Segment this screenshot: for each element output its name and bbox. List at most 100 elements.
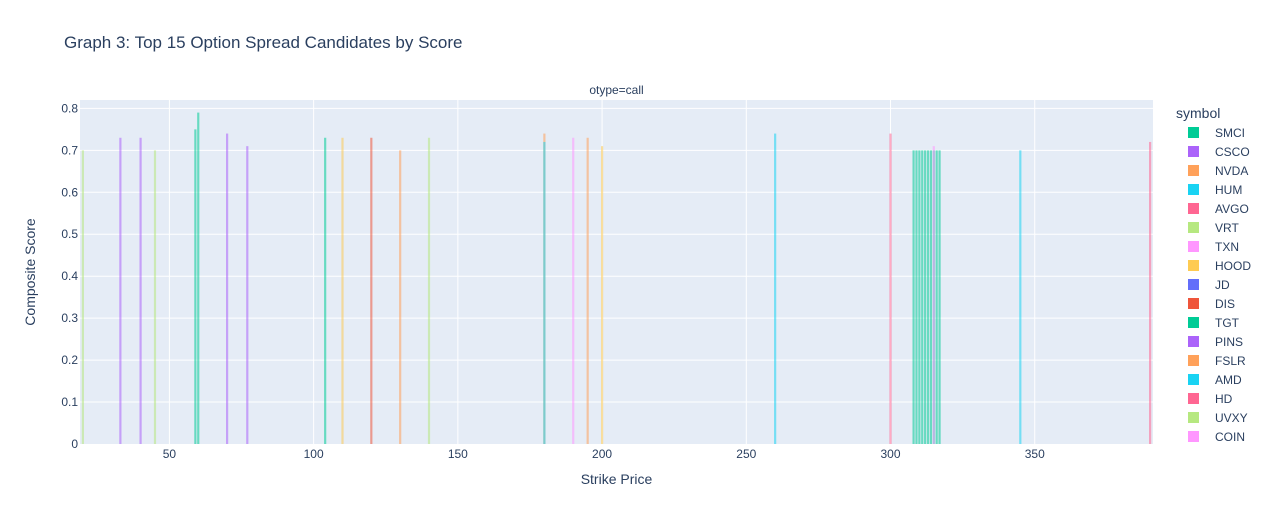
legend-label: FSLR [1215, 353, 1246, 368]
legend-swatch [1188, 298, 1199, 309]
legend-swatch [1188, 412, 1199, 423]
bar-hum[interactable] [774, 133, 777, 444]
bar-txn[interactable] [572, 137, 575, 444]
legend-swatch [1188, 127, 1199, 138]
bar-avgo[interactable] [889, 133, 892, 444]
x-tick-label: 350 [1025, 447, 1045, 461]
legend-item-amd[interactable]: AMD [1188, 370, 1242, 389]
legend-swatch [1188, 165, 1199, 176]
bar-smci[interactable] [938, 150, 941, 444]
bar-hum[interactable] [543, 141, 546, 444]
y-tick-label: 0.2 [61, 353, 78, 367]
legend-item-csco[interactable]: CSCO [1188, 142, 1250, 161]
chart-title: Graph 3: Top 15 Option Spread Candidates… [64, 33, 463, 52]
legend-label: CSCO [1215, 144, 1250, 159]
legend-swatch [1188, 279, 1199, 290]
legend-item-hd[interactable]: HD [1188, 389, 1232, 408]
legend-item-smci[interactable]: SMCI [1188, 123, 1245, 142]
legend-swatch [1188, 184, 1199, 195]
legend-swatch [1188, 241, 1199, 252]
bar-uvxy[interactable] [81, 150, 84, 444]
legend-label: NVDA [1215, 163, 1249, 178]
bar-smci[interactable] [924, 150, 927, 444]
y-tick-label: 0.5 [61, 227, 78, 241]
y-axis-title: Composite Score [22, 218, 38, 326]
bar-nvda[interactable] [586, 137, 589, 444]
x-tick-label: 300 [881, 447, 901, 461]
bar-hood[interactable] [600, 146, 604, 444]
bar-txn[interactable] [932, 146, 935, 444]
legend-label: TXN [1215, 239, 1239, 254]
tick-layer: 0 0.1 0.2 0.3 0.4 0.5 0.6 0.7 0.8 50 100 150 200 250 3… [61, 101, 1045, 461]
bar-csco[interactable] [139, 137, 142, 444]
legend-label: VRT [1215, 220, 1239, 235]
legend-swatch [1188, 336, 1199, 347]
bar-layer [81, 112, 1152, 445]
facet-label: otype=call [589, 83, 643, 97]
y-tick-label: 0.4 [61, 269, 78, 283]
legend-swatch [1188, 146, 1199, 157]
bar-smci[interactable] [915, 150, 918, 444]
legend-swatch [1188, 431, 1199, 442]
legend-label: UVXY [1215, 410, 1248, 425]
legend-item-vrt[interactable]: VRT [1188, 218, 1239, 237]
y-tick-label: 0.8 [61, 101, 78, 115]
legend-label: DIS [1215, 296, 1236, 311]
y-tick-label: 0.3 [61, 311, 78, 325]
legend-item-coin[interactable]: COIN [1188, 427, 1245, 446]
legend-item-jd[interactable]: JD [1188, 275, 1230, 294]
y-tick-label: 0.1 [61, 395, 78, 409]
bar-smci[interactable] [921, 150, 924, 444]
legend-label: HD [1215, 391, 1233, 406]
bar-nvda[interactable] [399, 150, 402, 444]
bar-hum[interactable] [1019, 150, 1022, 444]
legend-label: SMCI [1215, 125, 1245, 140]
bar-csco[interactable] [246, 146, 249, 444]
x-tick-label: 50 [163, 447, 177, 461]
legend-item-nvda[interactable]: NVDA [1188, 161, 1248, 180]
legend-label: AVGO [1215, 201, 1249, 216]
bar-smci[interactable] [197, 112, 200, 445]
legend-label: PINS [1215, 334, 1244, 349]
x-tick-label: 100 [304, 447, 324, 461]
legend-label: COIN [1215, 429, 1245, 444]
bar-vrt[interactable] [153, 150, 157, 444]
legend-swatch [1188, 374, 1199, 385]
legend-label: JD [1215, 277, 1230, 292]
bar-smci[interactable] [194, 129, 197, 445]
legend-label: AMD [1215, 372, 1242, 387]
bar-smci[interactable] [912, 150, 915, 444]
bar-smci[interactable] [935, 150, 938, 444]
legend-swatch [1188, 260, 1199, 271]
legend-swatch [1188, 203, 1199, 214]
y-tick-label: 0.7 [61, 143, 78, 157]
bar-vrt[interactable] [427, 137, 431, 444]
legend-item-hood[interactable]: HOOD [1188, 256, 1251, 275]
legend-item-tgt[interactable]: TGT [1188, 313, 1239, 332]
legend-item-pins[interactable]: PINS [1188, 332, 1243, 351]
legend-swatch [1188, 355, 1199, 366]
legend-item-fslr[interactable]: FSLR [1188, 351, 1246, 370]
x-tick-label: 150 [448, 447, 468, 461]
legend-item-uvxy[interactable]: UVXY [1188, 408, 1248, 427]
legend-label: TGT [1215, 315, 1239, 330]
bar-smci[interactable] [918, 150, 921, 444]
bar-smci[interactable] [324, 137, 327, 444]
bar-smci[interactable] [926, 150, 930, 444]
legend-label: HUM [1215, 182, 1243, 197]
bar-avgo[interactable] [1149, 141, 1152, 444]
legend-item-txn[interactable]: TXN [1188, 237, 1239, 256]
bar-dis[interactable] [370, 137, 373, 444]
legend-swatch [1188, 317, 1199, 328]
bar-hood[interactable] [341, 137, 344, 444]
legend-swatch [1188, 393, 1199, 404]
legend-title: symbol [1176, 105, 1221, 121]
legend-item-hum[interactable]: HUM [1188, 180, 1242, 199]
bar-csco[interactable] [226, 133, 229, 444]
bar-smci[interactable] [929, 150, 933, 444]
legend-item-avgo[interactable]: AVGO [1188, 199, 1249, 218]
bar-csco[interactable] [119, 137, 122, 444]
legend-swatch [1188, 222, 1199, 233]
legend-item-dis[interactable]: DIS [1188, 294, 1235, 313]
